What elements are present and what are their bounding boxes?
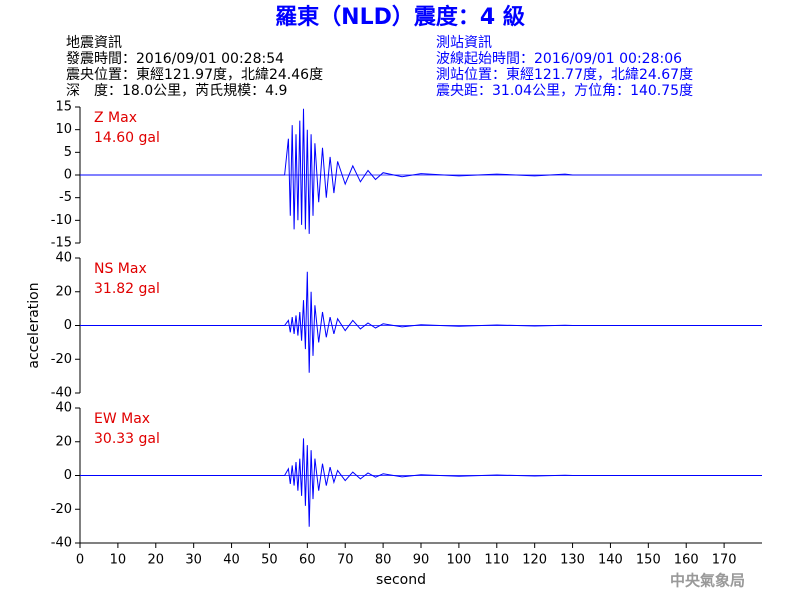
- x-tick-label: 20: [148, 553, 165, 568]
- x-tick-label: 130: [560, 553, 585, 568]
- panel-title: EW Max: [94, 411, 150, 427]
- y-tick-label: 5: [64, 145, 72, 160]
- x-tick-label: 40: [223, 553, 240, 568]
- y-axis-label: acceleration: [26, 282, 42, 368]
- y-tick-label: 0: [64, 168, 72, 183]
- y-tick-label: 0: [64, 318, 72, 333]
- panel-annotation: 30.33 gal: [94, 431, 160, 447]
- y-tick-label: -20: [51, 352, 72, 367]
- info-text: 震央距：31.04公里，方位角：140.75度: [436, 83, 693, 99]
- y-tick-label: 40: [55, 251, 72, 266]
- trace: [80, 271, 762, 373]
- x-axis-label: second: [376, 572, 426, 588]
- credit: 中央氣象局: [670, 572, 745, 590]
- y-tick-label: -15: [51, 236, 72, 251]
- x-tick-label: 100: [446, 553, 471, 568]
- x-tick-label: 110: [484, 553, 509, 568]
- info-text: 測站位置：東經121.77度，北緯24.67度: [436, 67, 693, 83]
- x-tick-label: 70: [337, 553, 354, 568]
- y-tick-label: 20: [55, 434, 72, 449]
- info-text: 震央位置：東經121.97度，北緯24.46度: [66, 67, 323, 83]
- x-tick-label: 50: [261, 553, 278, 568]
- x-tick-label: 150: [636, 553, 661, 568]
- x-tick-label: 30: [185, 553, 202, 568]
- trace: [80, 108, 762, 234]
- x-tick-label: 90: [413, 553, 430, 568]
- y-tick-label: -5: [59, 190, 72, 205]
- panel-title: NS Max: [94, 261, 147, 277]
- x-tick-label: 0: [76, 553, 84, 568]
- info-text: 發震時間：2016/09/01 00:28:54: [66, 51, 284, 67]
- x-tick-label: 60: [299, 553, 316, 568]
- y-tick-label: 20: [55, 284, 72, 299]
- info-text: 地震資訊: [66, 35, 122, 51]
- y-tick-label: -10: [51, 213, 72, 228]
- y-tick-label: 0: [64, 468, 72, 483]
- panel-annotation: 31.82 gal: [94, 281, 160, 297]
- info-text: 測站資訊: [436, 35, 492, 51]
- info-text: 深 度：18.0公里，芮氏規模：4.9: [66, 82, 287, 99]
- info-text: 波線起始時間：2016/09/01 00:28:06: [436, 51, 682, 67]
- x-tick-label: 160: [674, 553, 699, 568]
- x-tick-label: 80: [375, 553, 392, 568]
- x-tick-label: 170: [712, 553, 737, 568]
- y-tick-label: -20: [51, 502, 72, 517]
- trace: [80, 438, 762, 527]
- panel-annotation: 14.60 gal: [94, 130, 160, 146]
- y-tick-label: 40: [55, 401, 72, 416]
- y-tick-label: -40: [51, 536, 72, 551]
- y-tick-label: 15: [55, 100, 72, 115]
- panel-title: Z Max: [94, 110, 137, 126]
- x-tick-label: 140: [598, 553, 623, 568]
- x-tick-label: 120: [522, 553, 547, 568]
- y-tick-label: -40: [51, 386, 72, 401]
- chart-title: 羅東（NLD）震度：4 級: [275, 4, 525, 30]
- x-tick-label: 10: [110, 553, 127, 568]
- y-tick-label: 10: [55, 122, 72, 137]
